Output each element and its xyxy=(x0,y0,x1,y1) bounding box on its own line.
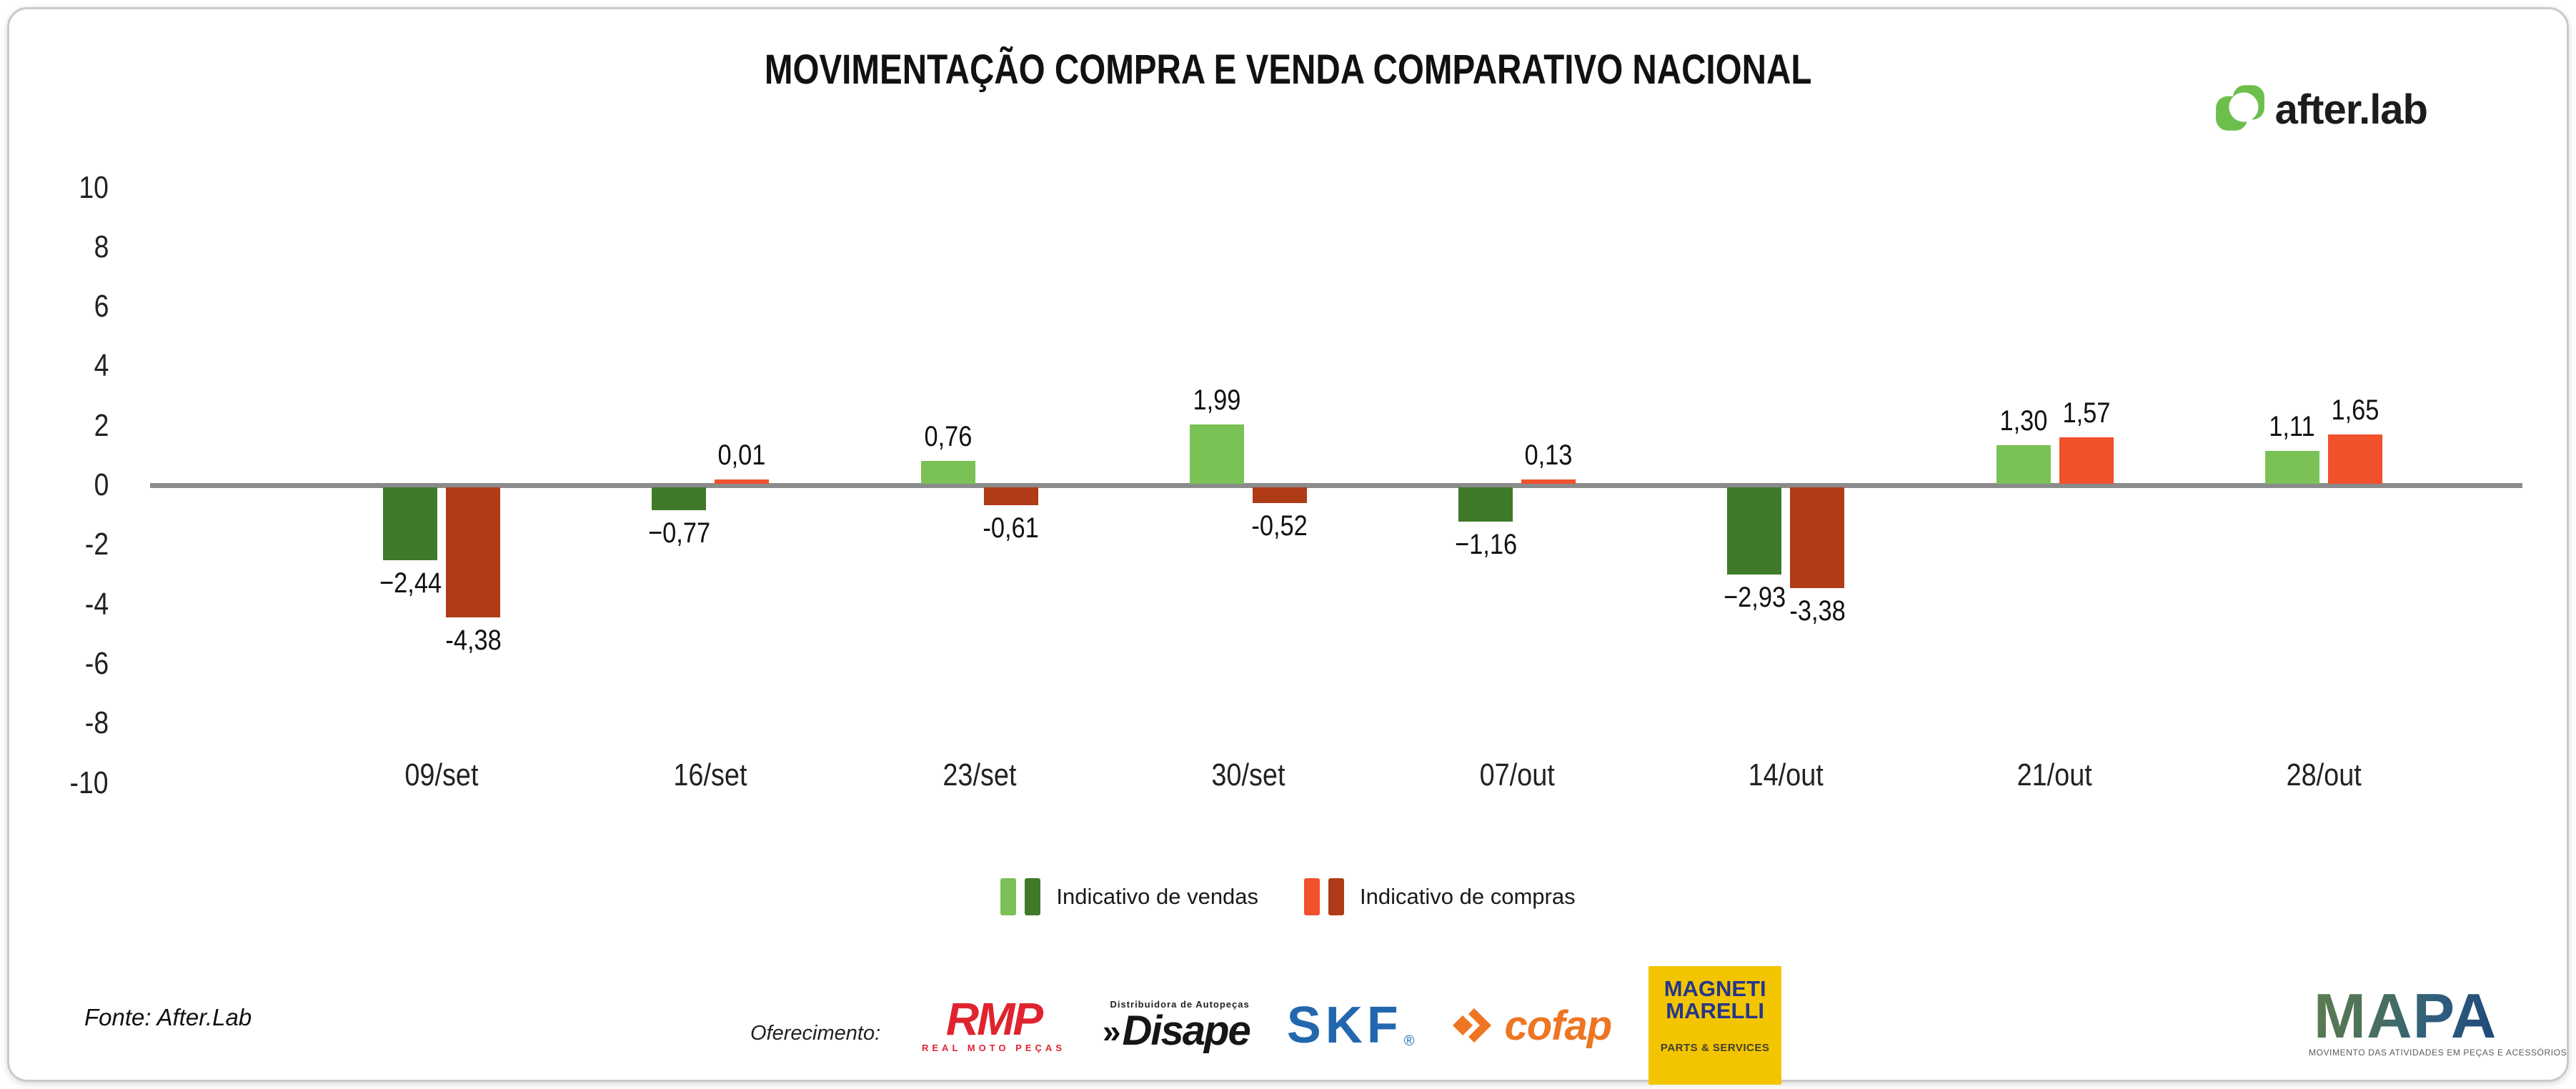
legend-item-vendas: Indicativo de vendas xyxy=(1000,878,1258,915)
magneti-marelli-logo: MAGNETI MARELLI PARTS & SERVICES xyxy=(1648,966,1782,1085)
bar-group: 0,76 -0,61 23/set xyxy=(845,0,1114,1089)
magneti-subtitle: PARTS & SERVICES xyxy=(1660,1042,1770,1054)
disape-logo: Distribuidora de Autopeças » Disape xyxy=(1102,998,1251,1054)
bar-value-label: −2,44 xyxy=(379,567,442,599)
bar-value-label: 1,57 xyxy=(2062,397,2111,429)
disape-subtitle: Distribuidora de Autopeças xyxy=(1110,998,1250,1010)
bar-group: −2,93 -3,38 14/out xyxy=(1651,0,1920,1089)
compras-bar xyxy=(983,487,1038,506)
bar-group: −0,77 0,01 16/set xyxy=(576,0,845,1089)
x-axis-label: 14/out xyxy=(1748,757,1824,792)
bar-value-label: 0,76 xyxy=(924,421,973,453)
rmp-wordmark: RMP xyxy=(945,993,1043,1045)
afterlab-wordmark: after.lab xyxy=(2274,86,2428,133)
legend-label-compras: Indicativo de compras xyxy=(1360,884,1576,909)
bar-value-label: -0,52 xyxy=(1251,509,1308,542)
y-axis-label: 6 xyxy=(94,289,109,324)
y-axis-label: 10 xyxy=(79,169,109,205)
x-axis-label: 21/out xyxy=(2017,757,2093,792)
skf-registered-icon: ® xyxy=(1403,1033,1415,1049)
legend-swatch-vendas-negative xyxy=(1025,878,1041,915)
bar-group: −2,44 -4,38 09/set xyxy=(307,0,576,1089)
rmp-logo: RMP REAL MOTO PEÇAS xyxy=(922,993,1065,1053)
oferecimento-label: Oferecimento: xyxy=(750,1022,881,1045)
vendas-bar xyxy=(1189,424,1244,484)
y-axis-label: -2 xyxy=(84,527,109,562)
mapa-logo: MAPA MOVIMENTO DAS ATIVIDADES EM PEÇAS E… xyxy=(2309,980,2567,1058)
bar-value-label: −0,77 xyxy=(647,517,710,550)
cofap-logo: cofap xyxy=(1451,1002,1612,1050)
afterlab-logo: after.lab xyxy=(2215,83,2428,136)
y-axis-label: -4 xyxy=(84,586,109,622)
vendas-bar xyxy=(1727,487,1782,575)
page-title: MOVIMENTAÇÃO COMPRA E VENDA COMPARATIVO … xyxy=(0,46,2576,94)
bar-value-label: -4,38 xyxy=(444,625,502,657)
sponsor-logos: RMP REAL MOTO PEÇAS Distribuidora de Aut… xyxy=(922,966,1782,1085)
disape-wordmark: Disape xyxy=(1122,1007,1251,1054)
x-axis-label: 28/out xyxy=(2286,757,2362,792)
skf-wordmark: SKF xyxy=(1286,997,1403,1054)
y-axis-label: 4 xyxy=(94,348,109,384)
bar-group: 1,30 1,57 21/out xyxy=(1921,0,2189,1089)
bar-group: −1,16 0,13 07/out xyxy=(1383,0,1651,1089)
y-axis-label: -8 xyxy=(84,705,109,741)
chart-title: MOVIMENTAÇÃO COMPRA E VENDA COMPARATIVO … xyxy=(764,46,1812,93)
x-axis-label: 09/set xyxy=(404,757,479,792)
vendas-bar xyxy=(1458,487,1513,522)
bar-value-label: −2,93 xyxy=(1723,582,1786,614)
vendas-bar xyxy=(1996,444,2051,484)
bar-value-label: −1,16 xyxy=(1454,529,1517,561)
bar-group: 1,11 1,65 28/out xyxy=(2189,0,2458,1089)
x-axis-line xyxy=(150,483,2522,488)
vendas-bar xyxy=(920,461,975,484)
y-axis-label: 8 xyxy=(94,229,109,264)
compras-bar xyxy=(1252,487,1307,503)
rmp-subtitle: REAL MOTO PEÇAS xyxy=(922,1043,1065,1053)
bar-value-label: 1,30 xyxy=(1999,404,2048,437)
bar-value-label: 1,99 xyxy=(1193,384,1241,417)
x-axis-label: 30/set xyxy=(1211,757,1285,792)
source-note: Fonte: After.Lab xyxy=(84,1004,252,1030)
y-axis-label: 2 xyxy=(94,407,109,443)
bar-value-label: 0,13 xyxy=(1524,439,1573,471)
magneti-line1: MAGNETI xyxy=(1664,976,1766,1001)
legend-label-vendas: Indicativo de vendas xyxy=(1056,884,1259,909)
bar-value-label: 1,65 xyxy=(2331,394,2379,427)
plot-area: −2,44 -4,38 09/set −0,77 0,01 16/set 0,76 -0,61… xyxy=(307,0,2458,1089)
legend-swatch-vendas-positive xyxy=(1000,878,1017,915)
vendas-bar xyxy=(2264,450,2319,484)
afterlab-leaf-icon xyxy=(2215,83,2265,136)
compras-bar xyxy=(2059,437,2114,484)
chart-legend: Indicativo de vendas Indicativo de compr… xyxy=(0,878,2576,915)
bar-value-label: 1,11 xyxy=(2269,410,2316,442)
skf-logo: SKF ® xyxy=(1286,997,1415,1054)
bar-value-label: -0,61 xyxy=(983,512,1039,544)
legend-swatch-compras-positive xyxy=(1304,878,1321,915)
cofap-diamond-icon xyxy=(1451,1005,1497,1045)
compras-bar xyxy=(2327,434,2382,484)
mapa-subtitle: MOVIMENTO DAS ATIVIDADES EM PEÇAS E ACES… xyxy=(2309,1048,2567,1058)
compras-bar xyxy=(1521,479,1576,484)
compras-bar xyxy=(446,487,501,618)
x-axis-label: 23/set xyxy=(943,757,1017,792)
magneti-line2: MARELLI xyxy=(1666,998,1765,1023)
bar-value-label: 0,01 xyxy=(717,439,766,471)
y-axis-label: -6 xyxy=(84,645,109,681)
bar-value-label: -3,38 xyxy=(1789,595,1846,627)
vendas-bar xyxy=(652,487,707,511)
cofap-wordmark: cofap xyxy=(1504,1002,1612,1049)
compras-bar xyxy=(715,479,770,484)
y-axis-label: 0 xyxy=(94,467,109,502)
mapa-wordmark: MAPA xyxy=(2313,980,2497,1051)
x-axis-label: 16/set xyxy=(673,757,747,792)
bar-group: 1,99 -0,52 30/set xyxy=(1114,0,1383,1089)
compras-bar xyxy=(1790,487,1845,588)
y-axis-label: -10 xyxy=(69,765,109,800)
disape-chevrons-icon: » xyxy=(1102,1012,1121,1050)
legend-item-compras: Indicativo de compras xyxy=(1304,878,1576,915)
legend-swatch-compras-negative xyxy=(1328,878,1345,915)
x-axis-label: 07/out xyxy=(1479,757,1555,792)
vendas-bar xyxy=(383,487,438,560)
